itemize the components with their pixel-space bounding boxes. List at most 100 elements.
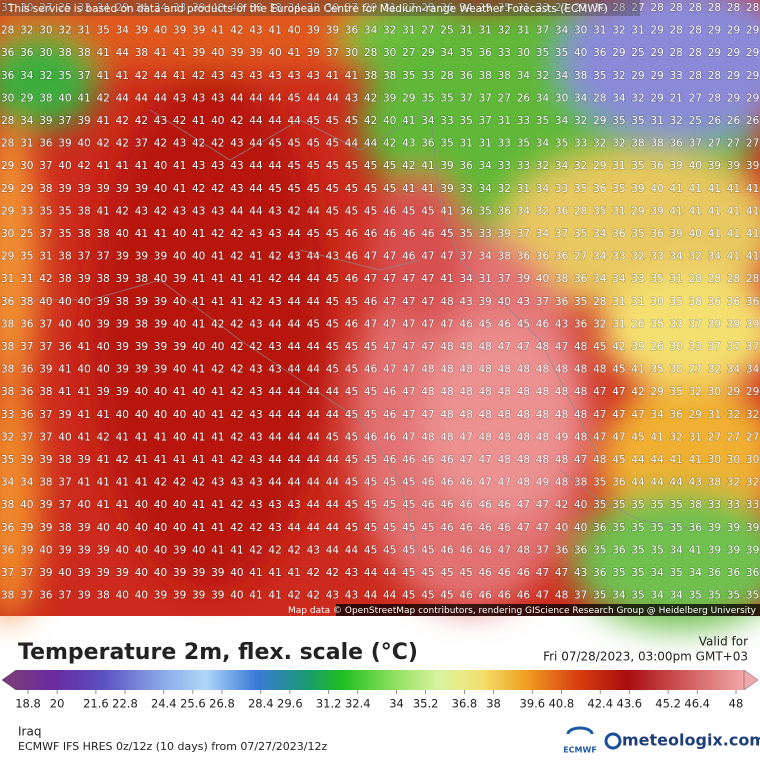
grid-value: 37 xyxy=(77,70,90,82)
grid-value: 44 xyxy=(116,47,130,59)
grid-value: 43 xyxy=(517,296,530,308)
grid-value: 29 xyxy=(650,70,663,82)
grid-value: 39 xyxy=(77,567,90,579)
grid-value: 40 xyxy=(230,590,243,602)
grid-value: 48 xyxy=(440,386,453,398)
grid-value: 48 xyxy=(479,341,492,353)
grid-value: 43 xyxy=(211,160,224,172)
grid-value: 40 xyxy=(154,567,167,579)
grid-value: 31 xyxy=(631,296,644,308)
grid-value: 43 xyxy=(211,477,224,489)
grid-value: 31 xyxy=(1,273,14,285)
grid-value: 47 xyxy=(612,431,625,443)
grid-value: 44 xyxy=(288,296,302,308)
grid-value: 30 xyxy=(574,25,587,37)
grid-value: 45 xyxy=(268,138,281,150)
grid-value: 42 xyxy=(192,477,205,489)
grid-value: 32 xyxy=(708,364,721,376)
grid-value: 42 xyxy=(230,25,243,37)
grid-value: 44 xyxy=(288,228,302,240)
grid-value: 46 xyxy=(345,273,359,285)
grid-value: 38 xyxy=(650,138,663,150)
grid-value: 35 xyxy=(58,205,71,217)
grid-value: 40 xyxy=(173,364,186,376)
grid-value: 39 xyxy=(727,544,740,556)
grid-value: 29 xyxy=(631,70,644,82)
colorbar-tick-label: 45.2 xyxy=(655,697,681,711)
brand-icon xyxy=(604,732,622,750)
grid-value: 43 xyxy=(268,364,281,376)
grid-value: 32 xyxy=(593,138,606,150)
grid-value: 42 xyxy=(249,341,262,353)
brand[interactable]: meteologix.com xyxy=(622,731,760,750)
grid-value: 40 xyxy=(77,138,90,150)
grid-value: 47 xyxy=(459,454,472,466)
grid-value: 42 xyxy=(154,205,167,217)
grid-value: 39 xyxy=(116,567,129,579)
grid-value: 37 xyxy=(58,499,71,511)
grid-value: 29 xyxy=(708,47,721,59)
grid-value: 32 xyxy=(631,251,644,263)
grid-value: 43 xyxy=(192,92,205,104)
grid-value: 37 xyxy=(459,251,472,263)
grid-value: 32 xyxy=(574,160,587,172)
grid-value: 41 xyxy=(77,431,90,443)
grid-value: 39 xyxy=(192,47,205,59)
grid-value: 35 xyxy=(650,364,663,376)
grid-value: 39 xyxy=(116,273,129,285)
grid-value: 42 xyxy=(154,138,167,150)
grid-value: 44 xyxy=(288,431,302,443)
grid-value: 39 xyxy=(154,341,167,353)
grid-value: 27 xyxy=(631,2,644,14)
grid-value: 41 xyxy=(97,160,110,172)
grid-value: 31 xyxy=(498,115,511,127)
grid-value: 46 xyxy=(345,318,359,330)
grid-value: 44 xyxy=(288,477,302,489)
grid-value: 47 xyxy=(517,499,530,511)
grid-value: 35 xyxy=(612,499,625,511)
grid-value: 28 xyxy=(364,47,377,59)
grid-value: 34 xyxy=(612,92,626,104)
grid-value: 44 xyxy=(307,499,321,511)
grid-value: 41 xyxy=(249,590,262,602)
grid-value: 29 xyxy=(364,2,377,14)
grid-value: 44 xyxy=(326,477,340,489)
grid-value: 45 xyxy=(402,590,415,602)
grid-value: 28 xyxy=(708,273,721,285)
grid-value: 47 xyxy=(498,477,511,489)
grid-value: 44 xyxy=(307,341,321,353)
grid-value: 44 xyxy=(326,544,340,556)
grid-value: 46 xyxy=(364,431,378,443)
grid-value: 46 xyxy=(421,228,435,240)
grid-value: 29 xyxy=(650,386,663,398)
grid-value: 43 xyxy=(249,409,262,421)
grid-value: 44 xyxy=(307,296,321,308)
grid-value: 48 xyxy=(517,364,530,376)
grid-value: 48 xyxy=(517,409,530,421)
grid-value: 47 xyxy=(364,318,377,330)
grid-value: 40 xyxy=(192,386,205,398)
grid-value: 48 xyxy=(479,409,492,421)
grid-value: 44 xyxy=(307,454,321,466)
grid-value: 41 xyxy=(268,25,281,37)
grid-value: 44 xyxy=(154,92,168,104)
grid-value: 38 xyxy=(498,251,511,263)
grid-value: 47 xyxy=(536,590,549,602)
grid-value: 42 xyxy=(173,115,186,127)
grid-value: 36 xyxy=(498,205,512,217)
grid-value: 41 xyxy=(249,273,262,285)
grid-value: 35 xyxy=(593,205,606,217)
grid-value: 45 xyxy=(345,386,358,398)
grid-value: 45 xyxy=(345,499,358,511)
grid-value: 44 xyxy=(249,160,263,172)
grid-value: 37 xyxy=(479,92,492,104)
grid-value: 37 xyxy=(58,590,71,602)
grid-value: 33 xyxy=(689,341,702,353)
grid-value: 41 xyxy=(97,70,110,82)
grid-value: 43 xyxy=(249,25,262,37)
grid-value: 39 xyxy=(77,590,90,602)
grid-value: 40 xyxy=(135,386,148,398)
grid-value: 30 xyxy=(383,47,396,59)
grid-value: 25 xyxy=(20,228,33,240)
grid-value: 41 xyxy=(402,183,415,195)
